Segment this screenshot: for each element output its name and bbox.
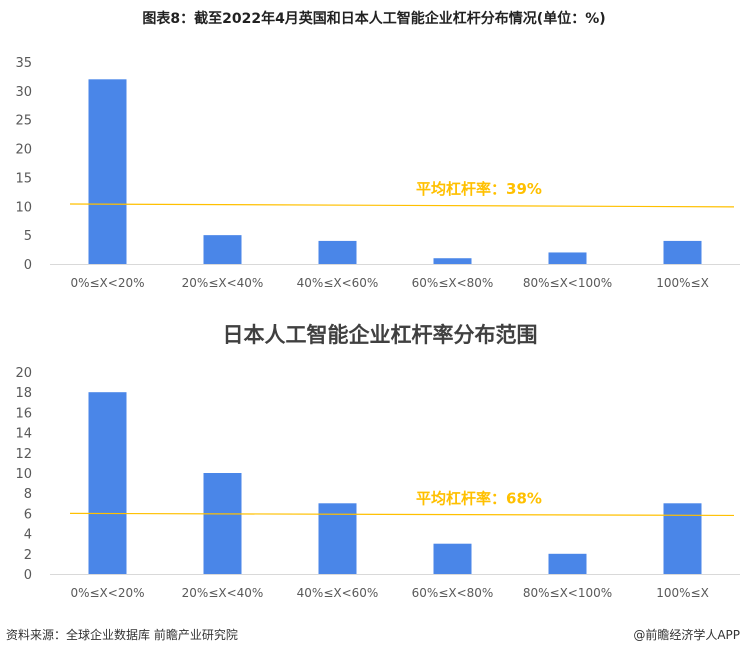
x-tick-label: 0%≤X<20% — [70, 276, 144, 290]
brand-credit: @前瞻经济学人APP — [633, 628, 740, 642]
x-tick-label: 20%≤X<40% — [182, 586, 264, 600]
x-tick-label: 20%≤X<40% — [182, 276, 264, 290]
bar — [203, 473, 242, 574]
average-line — [69, 203, 735, 208]
japan-leverage-chart: 日本人工智能企业杠杆率分布范围 0 2 4 6 8 10 12 14 16 18 20 0%≤X<20%… — [15, 323, 740, 600]
bar — [88, 392, 127, 574]
x-tick-label: 0%≤X<20% — [70, 586, 144, 600]
y-tick-label: 16 — [15, 406, 32, 421]
x-tick-label: 60%≤X<80% — [412, 586, 494, 600]
page-title: 图表8：截至2022年4月英国和日本人工智能企业杠杆分布情况(单位：%) — [142, 11, 606, 27]
y-tick-label: 35 — [15, 56, 32, 71]
bar — [663, 503, 702, 574]
x-tick-label: 40%≤X<60% — [297, 586, 379, 600]
y-tick-label: 12 — [15, 447, 32, 462]
x-tick-label: 100%≤X — [656, 586, 709, 600]
chart-title: 日本人工智能企业杠杆率分布范围 — [223, 323, 538, 347]
average-line — [69, 512, 735, 517]
bar — [433, 258, 472, 264]
y-tick-label: 10 — [15, 467, 32, 482]
x-tick-label: 60%≤X<80% — [412, 276, 494, 290]
y-tick-label: 0 — [24, 568, 32, 583]
y-tick-label: 20 — [15, 366, 32, 381]
bar — [548, 553, 587, 574]
bar — [318, 240, 357, 264]
y-tick-label: 6 — [24, 507, 32, 522]
bar — [663, 240, 702, 264]
bar — [548, 252, 587, 264]
x-tick-label: 40%≤X<60% — [297, 276, 379, 290]
y-tick-label: 10 — [15, 200, 32, 215]
average-label: 平均杠杆率：68% — [416, 489, 542, 507]
y-tick-label: 2 — [24, 548, 32, 563]
y-tick-label: 20 — [15, 143, 32, 158]
average-label: 平均杠杆率：39% — [416, 180, 542, 198]
y-tick-label: 0 — [24, 258, 32, 273]
y-tick-label: 14 — [15, 427, 32, 442]
bar — [203, 235, 242, 264]
y-tick-label: 30 — [15, 85, 32, 100]
bar — [318, 503, 357, 574]
x-tick-label: 80%≤X<100% — [523, 586, 612, 600]
y-tick-label: 15 — [15, 171, 32, 186]
uk-leverage-chart: 0 5 10 15 20 25 30 35 0%≤X<20% 20%≤X<40% 40%≤X<60%… — [15, 56, 740, 290]
y-tick-label: 18 — [15, 386, 32, 401]
y-tick-label: 4 — [24, 528, 32, 543]
y-tick-label: 8 — [24, 487, 32, 502]
bar — [433, 543, 472, 574]
x-tick-label: 100%≤X — [656, 276, 709, 290]
bar — [88, 79, 127, 264]
x-tick-label: 80%≤X<100% — [523, 276, 612, 290]
y-tick-label: 5 — [24, 229, 32, 244]
source-note: 资料来源：全球企业数据库 前瞻产业研究院 — [6, 628, 238, 642]
y-tick-label: 25 — [15, 114, 32, 129]
